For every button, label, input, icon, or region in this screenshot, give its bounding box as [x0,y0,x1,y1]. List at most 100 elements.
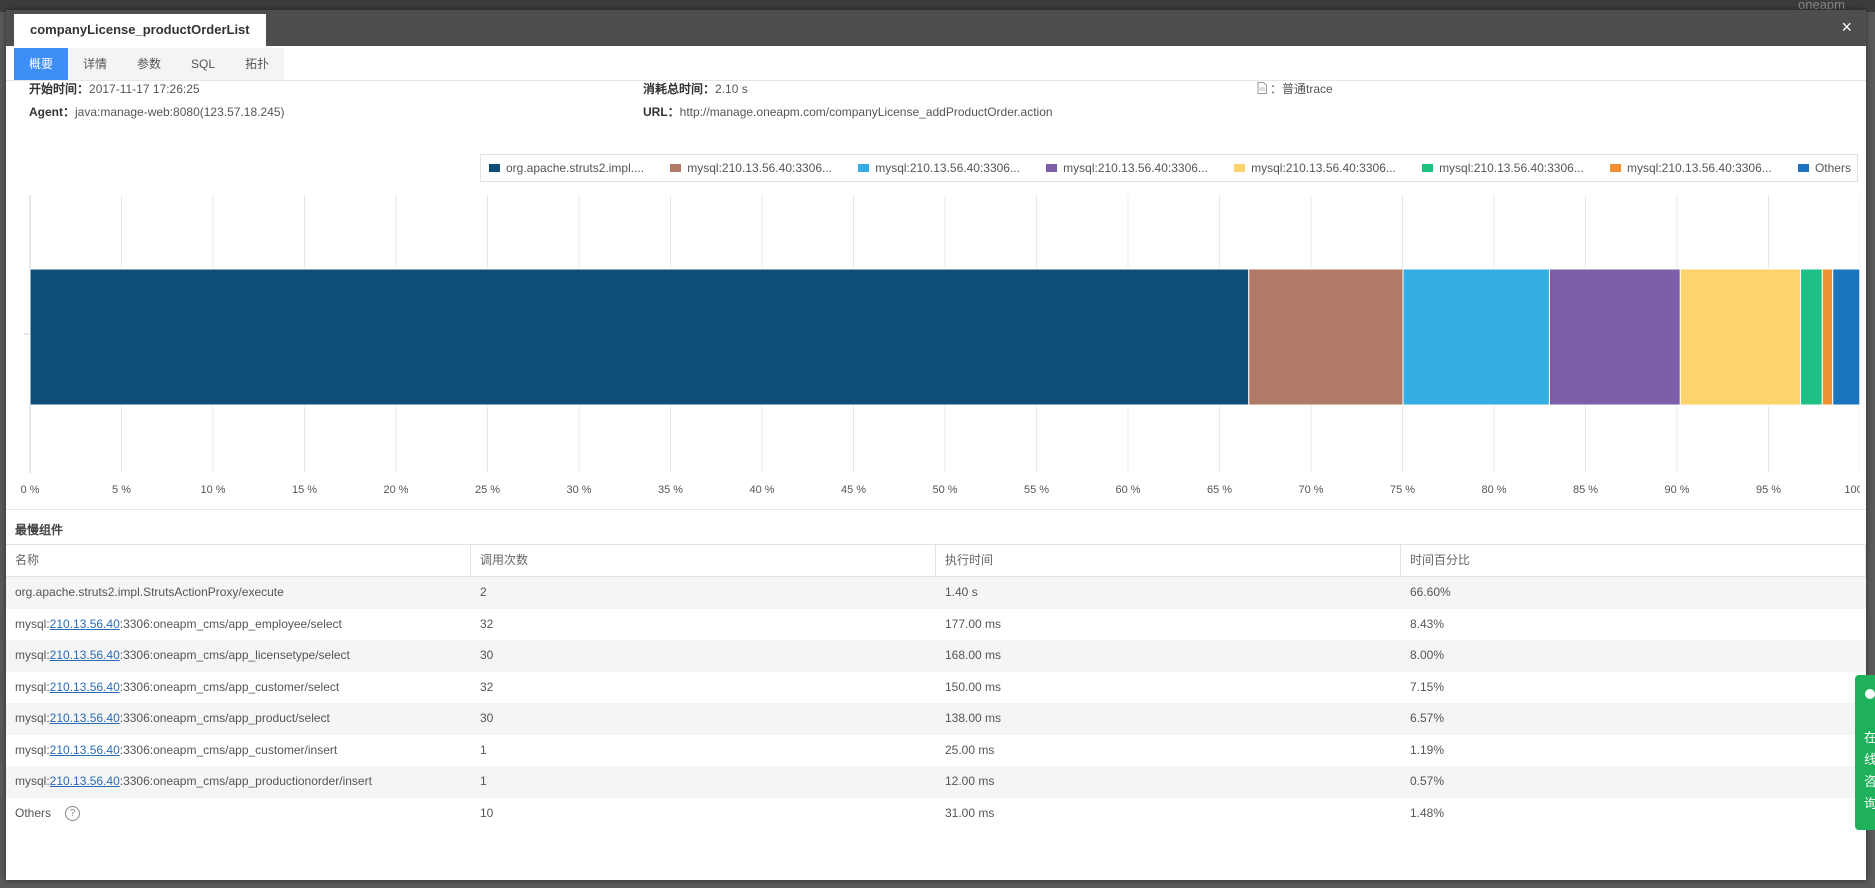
row-exec-time: 12.00 ms [945,774,995,788]
row-exec-time: 177.00 ms [945,616,1002,631]
host-link[interactable]: 210.13.56.40 [49,711,120,725]
row-name-prefix: mysql: [15,711,50,725]
row-name-prefix: mysql: [15,742,50,757]
host-link[interactable]: 210.13.56.40 [49,679,120,694]
legend-item[interactable]: mysql:210.13.56.40:3306... [858,161,1020,175]
legend-swatch [1046,164,1058,172]
bar-segment [1548,268,1681,406]
legend-item[interactable]: org.apache.struts2.impl.... [489,161,644,175]
x-tick-label: 80 % [1481,484,1506,496]
x-tick-label: 30 % [566,484,591,496]
row-time-percent: 6.57% [1410,711,1445,725]
chart-divider [6,509,1866,510]
row-time-percent: 0.57% [1410,774,1445,788]
row-time-percent: 8.00% [1410,648,1445,662]
agent-info: Agent：java:manage-web:8080(123.57.18.245… [29,103,284,120]
row-name-suffix: :3306:oneapm_cms/app_productionorder/ins… [119,774,372,788]
legend-item[interactable]: mysql:210.13.56.40:3306... [1046,161,1208,175]
x-tick-label: 25 % [475,484,500,496]
row-calls: 32 [480,679,494,694]
chart-legend: org.apache.struts2.impl.... mysql:210.13.… [480,154,1858,182]
row-name-suffix: :3306:oneapm_cms/app_employee/select [119,616,342,631]
legend-swatch [858,164,870,172]
header-time-percent[interactable]: 时间百分比 [1401,545,1866,576]
legend-label: org.apache.struts2.impl.... [506,161,645,175]
row-calls: 30 [480,711,494,725]
start-time-label: 开始时间： [29,82,90,96]
modal-title: companyLicense_productOrderList [14,14,266,46]
header-calls[interactable]: 调用次数 [471,545,936,576]
host-link[interactable]: 210.13.56.40 [49,742,120,757]
row-name: mysql:210.13.56.40:3306:oneapm_cms/app_c… [6,735,471,767]
legend-item[interactable]: mysql:210.13.56.40:3306... [1234,161,1396,175]
agent-label: Agent： [29,105,75,119]
legend-label: mysql:210.13.56.40:3306... [1439,161,1584,175]
x-tick-label: 10 % [200,484,225,496]
x-tick-label: 20 % [383,484,408,496]
row-name-prefix: mysql: [15,774,50,788]
legend-item[interactable]: mysql:210.13.56.40:3306... [1422,161,1584,175]
table-header-row: 名称 调用次数 执行时间 时间百分比 [6,544,1866,577]
row-name: mysql:210.13.56.40:3306:oneapm_cms/app_e… [6,609,471,641]
row-calls: 30 [480,648,494,662]
legend-swatch [1610,164,1622,172]
x-tick-label: 65 % [1207,484,1232,496]
row-calls: 32 [480,616,494,631]
row-name-prefix: mysql: [15,679,50,694]
tab-divider [6,80,1866,81]
row-exec-time: 1.40 s [945,585,978,599]
bar-segment [1800,268,1823,406]
trace-type-label: ：普通trace [1270,82,1333,96]
online-consult-widget[interactable]: 在线咨询 [1855,675,1875,830]
help-icon[interactable]: ? [65,805,81,821]
row-exec-time: 150.00 ms [945,679,1002,694]
bar-segment [1679,268,1802,406]
x-tick-label: 0 % [21,484,40,496]
tab-topology[interactable]: 拓扑 [245,57,270,71]
host-link[interactable]: 210.13.56.40 [49,774,120,788]
host-link[interactable]: 210.13.56.40 [49,616,120,631]
url-label: URL： [643,105,680,119]
legend-label: Others [1814,161,1851,175]
legend-item[interactable]: Others [1797,161,1851,175]
document-icon [1257,82,1267,94]
legend-item[interactable]: mysql:210.13.56.40:3306... [1610,161,1772,175]
row-name: Others? [6,798,471,830]
modal-header: companyLicense_productOrderList × [6,10,1866,46]
table-row: org.apache.struts2.impl.StrutsActionProx… [6,577,1866,609]
x-tick-label: 40 % [749,484,774,496]
row-exec-time: 31.00 ms [945,805,995,820]
bar-segment [29,268,1250,406]
legend-label: mysql:210.13.56.40:3306... [1251,161,1396,175]
row-name: mysql:210.13.56.40:3306:oneapm_cms/app_p… [6,766,471,798]
x-tick-label: 75 % [1390,484,1415,496]
legend-item[interactable]: mysql:210.13.56.40:3306... [670,161,832,175]
row-name-prefix: mysql: [15,616,50,631]
tab-sql[interactable]: SQL [191,57,216,71]
bar-segment [1248,268,1404,406]
x-tick-label: 50 % [932,484,957,496]
url-value: http://manage.oneapm.com/companyLicense_… [679,105,1053,119]
header-exec-time[interactable]: 执行时间 [936,545,1401,576]
tab-params[interactable]: 参数 [137,57,162,71]
online-consult-label: 在线咨询 [1864,730,1875,811]
table-row: mysql:210.13.56.40:3306:oneapm_cms/app_e… [6,609,1866,641]
tab-overview[interactable]: 概要 [14,48,69,80]
host-link[interactable]: 210.13.56.40 [49,648,120,662]
row-name-prefix: mysql: [15,648,50,662]
table-row: mysql:210.13.56.40:3306:oneapm_cms/app_p… [6,766,1866,798]
row-calls: 2 [480,585,487,599]
row-name: org.apache.struts2.impl.StrutsActionProx… [6,577,471,609]
legend-swatch [489,164,500,172]
tab-details[interactable]: 详情 [83,57,108,71]
slowest-components-title: 最慢组件 [15,523,64,537]
agent-value: java:manage-web:8080(123.57.18.245) [75,105,285,119]
row-name: mysql:210.13.56.40:3306:oneapm_cms/app_l… [6,640,471,672]
row-name-suffix: :3306:oneapm_cms/app_product/select [119,711,330,725]
close-icon[interactable]: × [1841,17,1852,37]
header-name[interactable]: 名称 [6,545,471,576]
table-row: mysql:210.13.56.40:3306:oneapm_cms/app_c… [6,735,1866,767]
row-calls: 1 [480,774,487,788]
row-name-prefix: org.apache.struts2.impl.StrutsActionProx… [15,585,284,599]
x-tick-label: 5 % [112,484,131,496]
